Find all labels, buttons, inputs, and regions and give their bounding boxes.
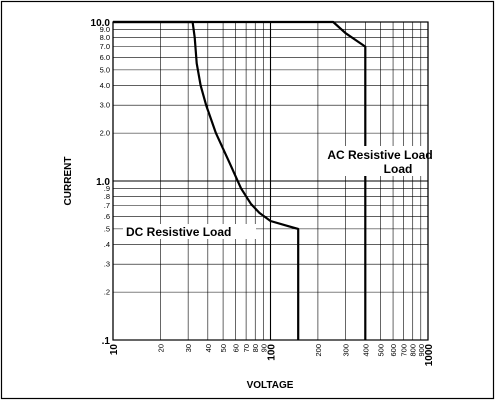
- x-tick-label: 700: [400, 344, 409, 357]
- y-tick-label: 7.0: [100, 42, 110, 51]
- y-tick-label: 4.0: [100, 81, 110, 90]
- x-tick-label: 40: [204, 344, 213, 352]
- y-tick-label: .4: [104, 240, 110, 249]
- x-tick-label: 60: [232, 344, 241, 352]
- series-line-ac-resistive-load: [113, 20, 367, 340]
- y-tick-label: 8.0: [100, 33, 110, 42]
- series-line-dc-resistive-load: [113, 20, 300, 340]
- y-tick-label: .2: [104, 288, 110, 297]
- x-tick-label: 30: [184, 344, 193, 352]
- y-tick-label: 3.0: [100, 101, 110, 110]
- y-tick-label: .3: [104, 260, 110, 269]
- x-axis-label: VOLTAGE: [247, 380, 294, 391]
- y-tick-label: 5.0: [100, 65, 110, 74]
- ac-series-label-line2: Load: [384, 162, 413, 176]
- x-tick-label: 1000: [424, 344, 435, 367]
- ac-label-background: [334, 146, 425, 176]
- x-tick-label: 200: [314, 344, 323, 357]
- x-tick-label: 90: [259, 344, 268, 352]
- y-tick-label: 9.0: [100, 25, 110, 34]
- y-tick-label: .7: [104, 201, 110, 210]
- series-group: [113, 20, 367, 340]
- x-tick-label: 80: [251, 344, 260, 352]
- x-tick-label: 50: [219, 344, 228, 352]
- y-tick-label: 2.0: [100, 129, 110, 138]
- x-tick-label: 10: [109, 344, 120, 356]
- dc-label-background: [123, 224, 256, 239]
- y-tick-label: 6.0: [100, 53, 110, 62]
- x-tick-label: 100: [267, 344, 278, 361]
- y-tick-label: .6: [104, 212, 110, 221]
- y-tick-label: .8: [104, 192, 110, 201]
- x-tick-label: 800: [409, 344, 418, 357]
- x-tick-label: 500: [377, 344, 386, 357]
- ac-series-label-line1: AC Resistive Load: [327, 148, 432, 162]
- y-tick-label: .5: [104, 224, 110, 233]
- x-tick-label: 300: [342, 344, 351, 357]
- grid: [112, 21, 429, 341]
- y-axis-label: CURRENT: [63, 157, 74, 206]
- y-tick-label: 10.0: [91, 18, 111, 29]
- dc-series-label: DC Resistive Load: [126, 225, 231, 239]
- y-tick-label: 1.0: [96, 177, 110, 188]
- x-tick-label: 20: [156, 344, 165, 352]
- x-tick-label: 70: [242, 344, 251, 352]
- x-tick-label: 900: [417, 344, 426, 357]
- x-tick-label: 400: [361, 344, 370, 357]
- y-axis: 10.09.08.07.0 6.0 5.0 4.0 3.0 2.0 1.0.9.8.7 .6.…: [91, 18, 111, 347]
- x-tick-label: 600: [389, 344, 398, 357]
- y-tick-label: .1: [102, 336, 111, 347]
- y-tick-label: .9: [104, 184, 110, 193]
